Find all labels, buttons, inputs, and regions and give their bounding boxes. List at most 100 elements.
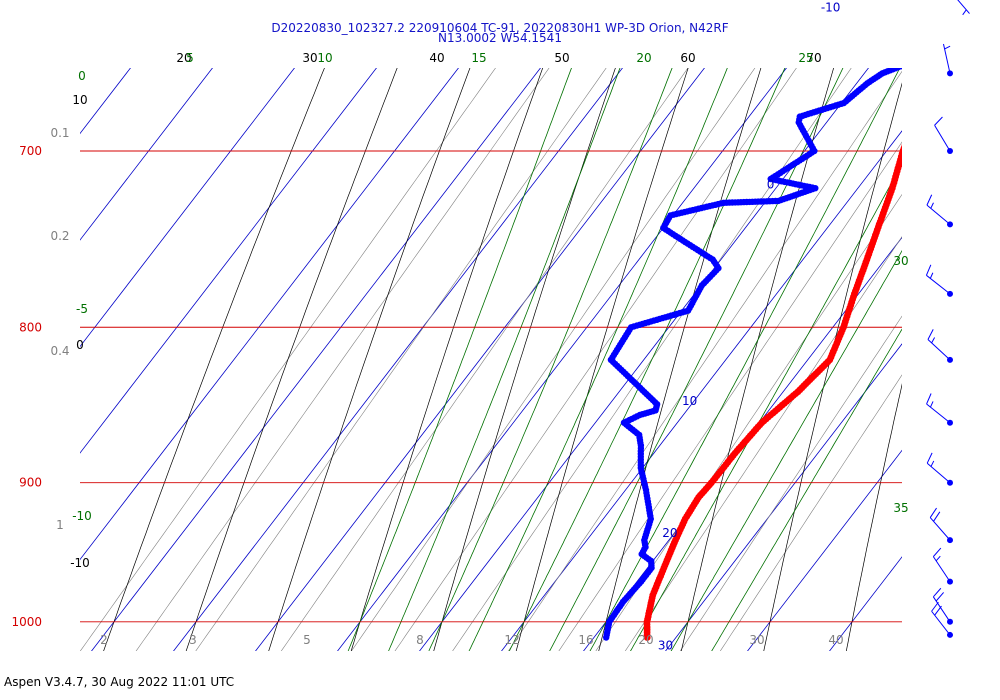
mixing-ratio-line bbox=[679, 315, 902, 651]
temperature-point bbox=[924, 83, 931, 90]
wind-barb-feather bbox=[932, 587, 942, 598]
dewpoint-point bbox=[915, 17, 921, 23]
mixing-ratio-line bbox=[280, 68, 689, 651]
wind-barb-station bbox=[947, 578, 953, 585]
temperature-point bbox=[921, 91, 928, 98]
wind-barb bbox=[926, 393, 953, 426]
moist-adiabat-tick-label: 35 bbox=[893, 501, 908, 515]
isotherm-tick-label: 0 bbox=[767, 178, 775, 192]
temperature-point bbox=[942, 35, 949, 42]
dewpoint-point bbox=[917, 22, 923, 28]
dewpoint-point bbox=[927, 46, 933, 52]
wind-barb bbox=[926, 452, 953, 486]
dewpoint-point bbox=[911, 10, 917, 16]
dry-adiabat-tick-label: 40 bbox=[429, 51, 444, 65]
temperature-point bbox=[916, 104, 923, 111]
isotherm-line bbox=[0, 0, 402, 661]
temperature-point bbox=[913, 112, 920, 119]
temperature-point bbox=[925, 80, 932, 87]
wind-barb-feather bbox=[944, 45, 951, 50]
dewpoint-point bbox=[888, 0, 894, 2]
temperature-point bbox=[933, 59, 940, 66]
isotherm-line bbox=[173, 68, 623, 651]
mixing-ratio-line bbox=[624, 236, 902, 651]
dry-adiabat-tick-label: 10 bbox=[72, 93, 87, 107]
mixing-ratio-line bbox=[351, 68, 756, 651]
moist-adiabat-tick-label: 25 bbox=[798, 51, 813, 65]
wind-barb-feather bbox=[930, 202, 934, 209]
moist-adiabat-line bbox=[347, 68, 572, 651]
dry-adiabat-line bbox=[515, 68, 689, 651]
dewpoint-point bbox=[923, 35, 929, 41]
moist-adiabat-tick-label: 5 bbox=[186, 51, 194, 65]
dry-adiabat-tick-label: 50 bbox=[554, 51, 569, 65]
wind-barb-feather bbox=[925, 264, 932, 276]
dry-adiabat-line bbox=[185, 68, 398, 651]
wind-barb-feather bbox=[926, 452, 933, 464]
dewpoint-point bbox=[910, 7, 916, 13]
mixing-ratio-line bbox=[80, 68, 496, 651]
chart-subtitle: N13.0002 W54.1541 bbox=[438, 31, 562, 45]
temperature-point bbox=[910, 120, 917, 127]
isotherm-line bbox=[91, 68, 541, 651]
temperature-point bbox=[904, 137, 911, 144]
moist-adiabat-tick-label: 15 bbox=[471, 51, 486, 65]
wind-barb-feather bbox=[926, 393, 932, 405]
mixing-ratio-tick-label: 5 bbox=[303, 633, 311, 647]
temperature-point bbox=[900, 145, 902, 152]
dewpoint-point bbox=[925, 48, 931, 54]
wind-barb-station bbox=[947, 70, 953, 77]
wind-barb bbox=[932, 587, 953, 625]
dewpoint-point bbox=[897, 68, 902, 70]
dry-adiabat-line bbox=[350, 68, 544, 651]
temperature-point bbox=[948, 18, 955, 25]
dewpoint-point bbox=[926, 43, 932, 49]
dewpoint-point bbox=[920, 51, 926, 57]
temperature-point bbox=[920, 94, 927, 101]
moist-adiabat-tick-label: 0 bbox=[78, 69, 86, 83]
wind-barb-feather bbox=[962, 9, 967, 16]
isotherm-line bbox=[501, 130, 902, 651]
dewpoint-point bbox=[905, 60, 911, 66]
dewpoint-point bbox=[922, 32, 928, 38]
dewpoint-point bbox=[894, 68, 901, 71]
moist-adiabat-tick-label: 20 bbox=[636, 51, 651, 65]
dry-adiabat-tick-label: 20 bbox=[176, 51, 191, 65]
wind-barb-station bbox=[947, 147, 953, 154]
wind-barb-station bbox=[947, 290, 953, 297]
dry-adiabat-line bbox=[598, 68, 762, 651]
moist-adiabat-tick-label: -10 bbox=[72, 509, 92, 523]
dewpoint-point bbox=[901, 1, 907, 7]
dewpoint-point bbox=[916, 20, 922, 26]
dry-adiabat-line bbox=[763, 82, 902, 651]
wind-barb-feather bbox=[933, 511, 941, 522]
wind-barb-station bbox=[947, 618, 953, 625]
mixing-ratio-tick-label: 2 bbox=[100, 633, 108, 647]
wind-barb-station bbox=[947, 419, 953, 426]
moist-adiabat-line bbox=[468, 68, 728, 651]
temperature-point bbox=[914, 109, 921, 116]
dewpoint-point bbox=[896, 0, 902, 5]
mixing-ratio-tick-label: 30 bbox=[749, 633, 764, 647]
temperature-point bbox=[926, 78, 933, 85]
wind-barb bbox=[929, 507, 953, 544]
temperature-point bbox=[908, 126, 915, 133]
mixing-ratio-line bbox=[195, 68, 607, 651]
dry-adiabat-tick-label: -10 bbox=[70, 556, 90, 570]
wind-barb bbox=[926, 194, 953, 228]
wind-barb-shaft bbox=[932, 596, 951, 623]
temperature-point bbox=[918, 99, 925, 106]
pressure-tick-label: 900 bbox=[19, 476, 42, 490]
dry-adiabat-line bbox=[927, 0, 1000, 661]
mixing-ratio-tick-label: 1 bbox=[56, 518, 64, 532]
wind-barb-feather bbox=[930, 460, 935, 467]
wind-barb-feather bbox=[934, 116, 943, 126]
moist-adiabat-tick-label: 10 bbox=[317, 51, 332, 65]
isotherm-line bbox=[255, 68, 705, 651]
dewpoint-point bbox=[917, 52, 923, 58]
dewpoint-point bbox=[915, 54, 921, 60]
temperature-point bbox=[947, 21, 954, 28]
mixing-ratio-tick-label: 20 bbox=[638, 633, 653, 647]
dewpoint-point bbox=[907, 3, 913, 9]
moist-adiabat-line bbox=[670, 250, 902, 651]
